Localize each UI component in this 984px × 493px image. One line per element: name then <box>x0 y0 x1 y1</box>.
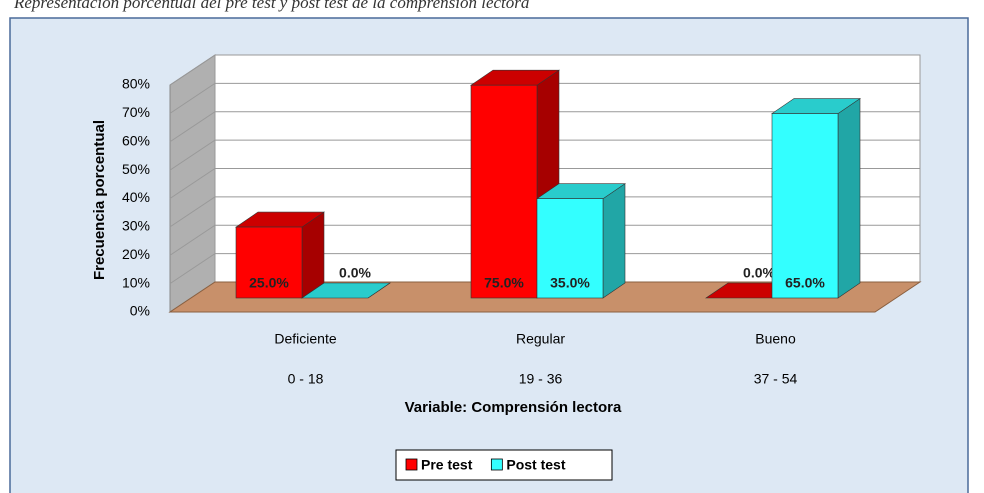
grid-line <box>169 196 920 228</box>
y-tick-label: 50% <box>122 161 150 177</box>
legend: Pre test Post test <box>395 449 613 481</box>
x-tick-label: Regular <box>516 331 565 347</box>
y-tick-label: 70% <box>122 104 150 120</box>
x-tick-label: Bueno <box>755 331 796 347</box>
data-label: 75.0% <box>484 275 524 291</box>
data-label: 65.0% <box>785 275 825 291</box>
x-tick-sublabel: 37 - 54 <box>754 371 798 387</box>
y-tick-label: 30% <box>122 218 150 234</box>
y-tick-label: 0% <box>130 303 150 319</box>
legend-box <box>395 449 613 481</box>
grid-line <box>169 224 920 256</box>
x-axis-label: Variable: Comprensión lectora <box>405 399 622 416</box>
legend-swatch <box>490 458 503 471</box>
grid-line <box>169 111 920 143</box>
data-label: 25.0% <box>249 275 289 291</box>
chart-title: Representación porcentual del pre test y… <box>13 0 529 12</box>
data-label: 0.0% <box>743 265 775 281</box>
data-label: 35.0% <box>550 275 590 291</box>
grid-line <box>169 82 920 114</box>
y-axis-label: Frecuencia porcentual <box>91 120 108 280</box>
legend-label: Post test <box>506 457 565 473</box>
legend-label: Pre test <box>421 457 473 473</box>
bar <box>536 198 604 299</box>
x-tick-sublabel: 0 - 18 <box>288 371 324 387</box>
bar <box>470 84 538 299</box>
bar-side <box>602 183 626 299</box>
plot-area: 0% 10% 20% 30% 40% 50% 60% 70% 80% Deficiente 0 - … <box>122 54 922 387</box>
y-tick-label: 10% <box>122 274 150 290</box>
bar <box>771 113 839 299</box>
x-tick-sublabel: 19 - 36 <box>519 371 563 387</box>
y-tick-label: 60% <box>122 132 150 148</box>
grid-line <box>169 168 920 199</box>
x-tick-label: Deficiente <box>274 331 336 347</box>
y-tick-label: 80% <box>122 76 150 92</box>
grid-line <box>169 139 920 171</box>
y-tick-label: 40% <box>122 189 150 205</box>
grid-line <box>169 54 920 86</box>
bar <box>235 226 303 299</box>
bar-side <box>837 97 861 299</box>
y-tick-label: 20% <box>122 246 150 262</box>
bar-top <box>301 282 391 299</box>
legend-swatch <box>405 458 418 471</box>
data-label: 0.0% <box>339 265 371 281</box>
grid-line <box>169 253 920 285</box>
